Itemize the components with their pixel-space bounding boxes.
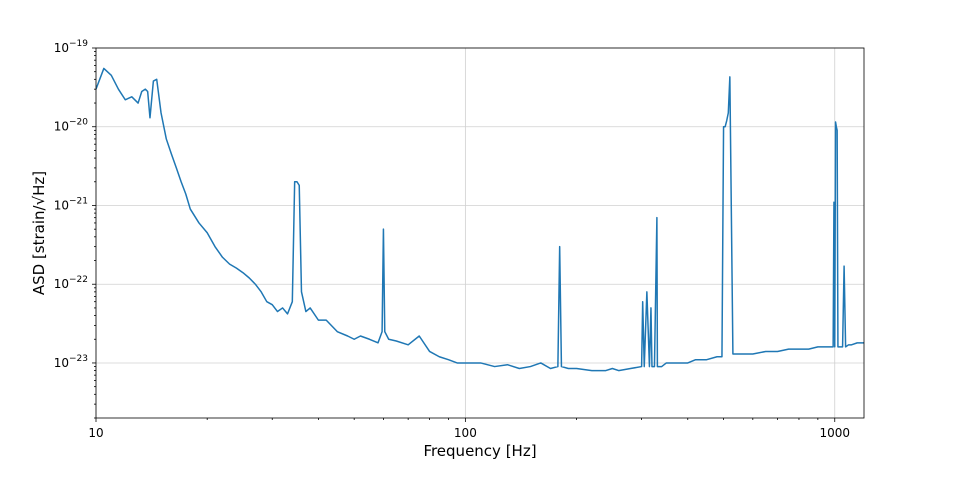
plot-frame (95, 47, 865, 419)
y-tick-label: 10−22 (54, 275, 88, 291)
y-tick-label: 10−23 (54, 354, 88, 370)
x-tick-label: 1000 (819, 426, 850, 440)
y-axis-label: ASD [strain/√Hz] (30, 171, 48, 295)
x-tick-label: 10 (88, 426, 103, 440)
axis-ticks: 10 100 1000 10−19 10−20 10−21 10−22 10−23 (54, 39, 850, 440)
series-line (96, 67, 864, 372)
y-tick-label: 10−20 (54, 118, 89, 134)
x-axis-label: Frequency [Hz] (423, 442, 536, 460)
y-tick-label: 10−21 (54, 196, 88, 212)
y-tick-label: 10−19 (54, 39, 89, 55)
series-layer (96, 67, 864, 372)
plot-area (96, 48, 864, 418)
x-tick-label: 100 (454, 426, 477, 440)
